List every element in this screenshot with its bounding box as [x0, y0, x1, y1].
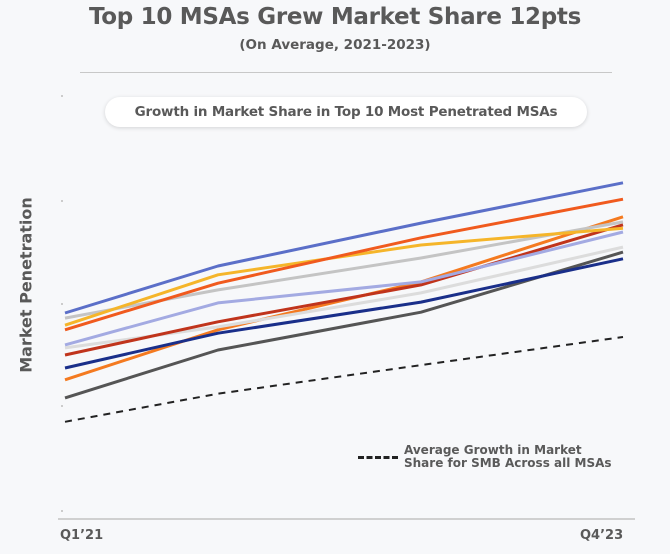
x-tick-label: Q4’23: [580, 528, 624, 543]
y-tick-mark: [61, 303, 63, 305]
msa-series-line-10: [64, 250, 624, 400]
legend-label: Average Growth in Market Share for SMB A…: [404, 443, 612, 470]
title-divider: [80, 72, 612, 73]
panel-title: Growth in Market Share in Top 10 Most Pe…: [105, 97, 587, 127]
msa-series-line-8: [64, 257, 624, 370]
y-tick-mark: [61, 95, 63, 97]
legend-dash-swatch: [358, 455, 398, 459]
y-tick-mark: [61, 405, 63, 407]
msa-series-line-5: [64, 230, 624, 347]
msa-series-line-6: [64, 223, 624, 357]
y-tick-mark: [61, 510, 63, 512]
legend: Average Growth in Market Share for SMB A…: [358, 444, 624, 470]
x-tick-label: Q1’21: [60, 528, 104, 543]
msa-series-line-9: [64, 215, 624, 382]
msa-series-line-2: [64, 197, 624, 332]
y-tick-mark: [61, 200, 63, 202]
chart-subtitle: (On Average, 2021-2023): [239, 37, 431, 53]
msa-series-line-4: [64, 220, 624, 320]
chart-title: Top 10 MSAs Grew Market Share 12pts: [88, 4, 582, 30]
msa-series-line-1: [64, 181, 624, 315]
x-axis-line: [58, 518, 635, 520]
